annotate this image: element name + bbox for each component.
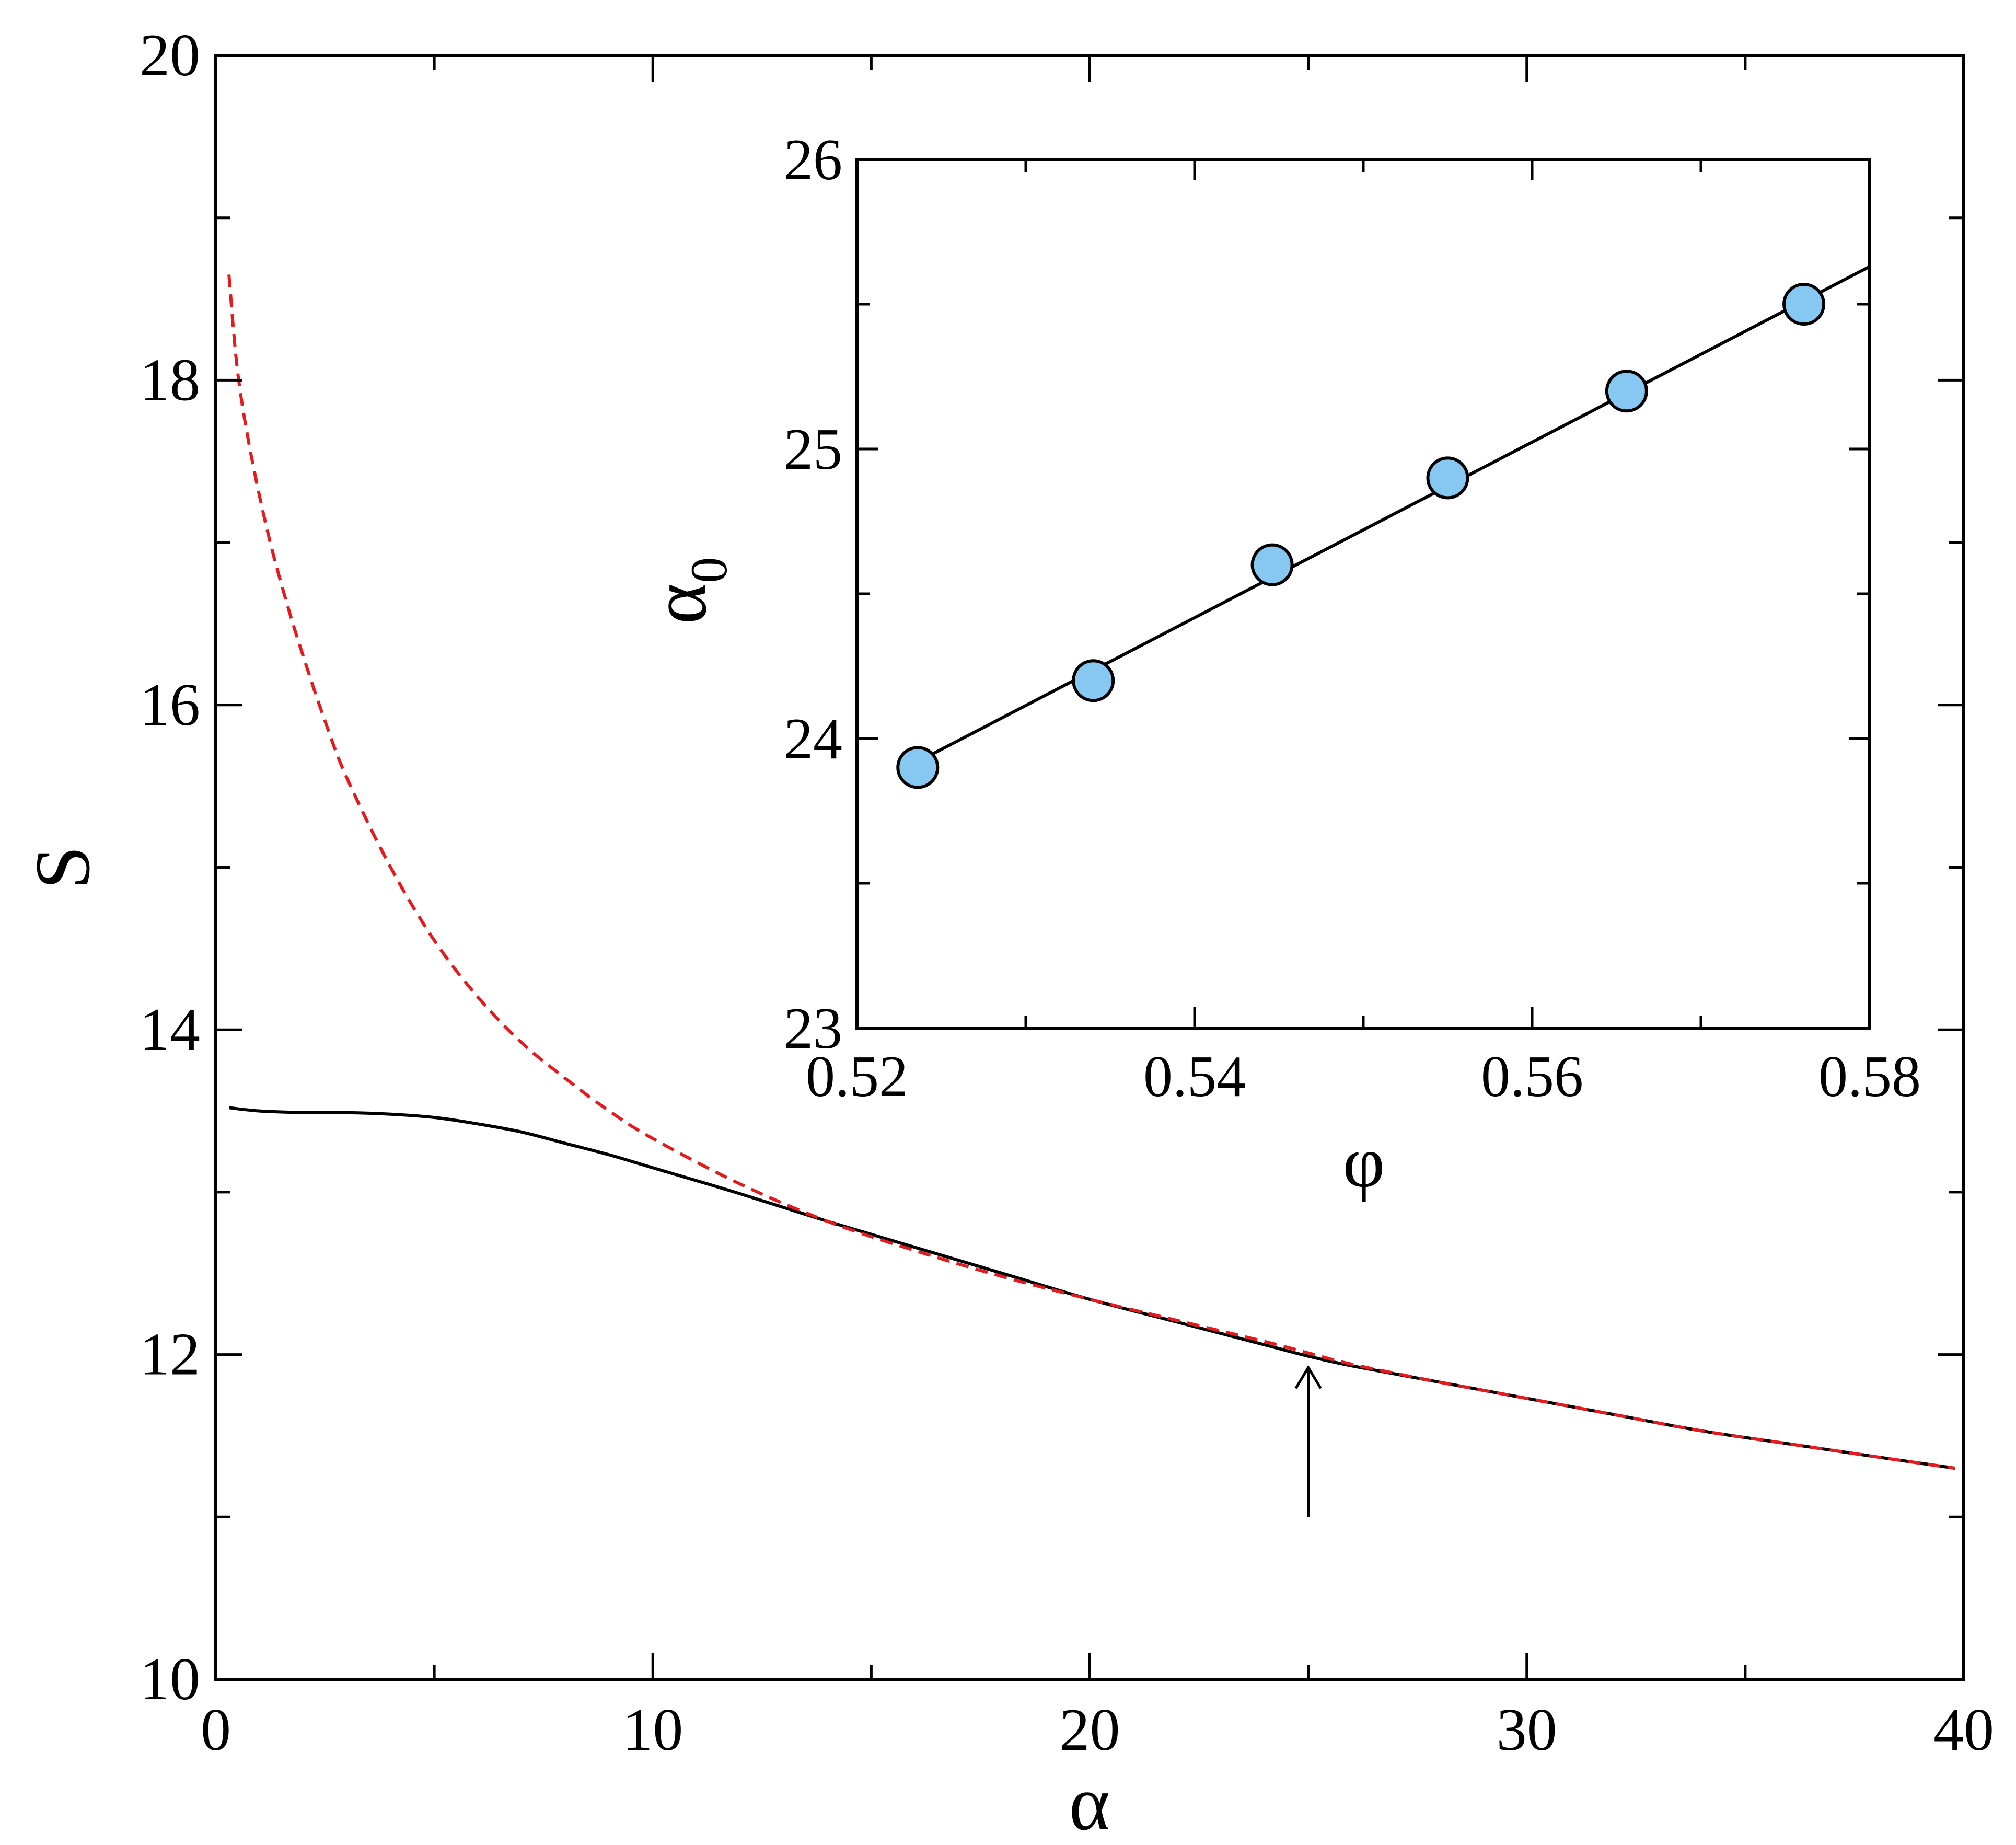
main-y-tick-label: 10 xyxy=(140,1646,200,1713)
inset-data-point xyxy=(1250,543,1294,586)
inset-tick-labels: 0.52 0.54 0.56 0.58 23 24 25 26 xyxy=(784,128,1921,1109)
inset-y-axis-label-subscript: 0 xyxy=(680,557,738,583)
inset-points-group xyxy=(896,283,1826,789)
inset-chart: 0.52 0.54 0.56 0.58 23 24 25 26 φ α0 xyxy=(636,128,1921,1203)
inset-x-axis-label: φ xyxy=(1343,1122,1385,1203)
inset-y-axis-label: α0 xyxy=(636,557,738,625)
inset-x-tick-label: 0.58 xyxy=(1818,1044,1921,1109)
main-x-tick-label: 0 xyxy=(201,1697,231,1763)
inset-y-axis-label-main: α xyxy=(636,583,723,625)
main-y-tick-label: 14 xyxy=(140,996,200,1063)
main-y-tick-label: 12 xyxy=(140,1321,200,1388)
main-plot-frame xyxy=(214,54,1965,1681)
main-y-tick-label: 18 xyxy=(140,347,200,413)
inset-data-point xyxy=(1072,659,1115,702)
inset-data-point xyxy=(896,746,940,789)
inset-plot-frame xyxy=(855,158,1871,1030)
main-y-axis-label: S xyxy=(19,846,106,889)
main-series-dashed-line xyxy=(227,274,1955,1470)
inset-data-point xyxy=(1605,370,1648,413)
inset-y-tick-label: 26 xyxy=(784,128,842,192)
main-y-tick-label: 16 xyxy=(140,672,200,739)
inset-background xyxy=(857,159,1870,1028)
inset-x-tick-label: 0.56 xyxy=(1481,1044,1583,1109)
main-annotations xyxy=(1294,1365,1322,1517)
main-y-tick-label: 20 xyxy=(140,22,200,89)
main-x-tick-label: 30 xyxy=(1497,1697,1557,1763)
inset-x-tick-label: 0.54 xyxy=(1143,1044,1246,1109)
inset-y-tick-label: 25 xyxy=(784,417,842,482)
inset-y-tick-label: 23 xyxy=(784,996,842,1061)
inset-y-axis-label-group: α0 xyxy=(636,557,738,625)
main-x-tick-label: 20 xyxy=(1060,1697,1120,1763)
main-arrow-head xyxy=(1294,1365,1322,1389)
inset-data-point xyxy=(1426,456,1469,500)
main-x-tick-label: 40 xyxy=(1933,1697,1994,1763)
inset-x-tick-label: 0.52 xyxy=(806,1044,908,1109)
main-x-tick-label: 10 xyxy=(622,1697,683,1763)
inset-data-point xyxy=(1782,283,1826,326)
main-series-group xyxy=(227,274,1955,1470)
inset-y-tick-label: 24 xyxy=(784,707,842,771)
main-x-axis-label: α xyxy=(1069,1760,1110,1845)
